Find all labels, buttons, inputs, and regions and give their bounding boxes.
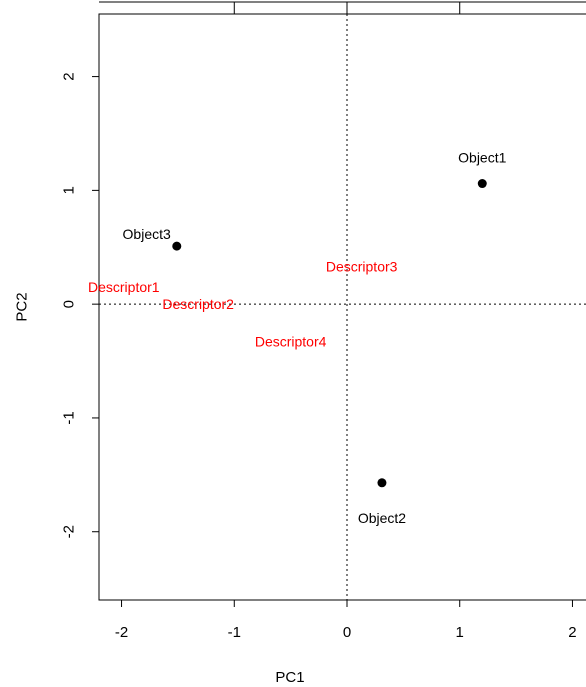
x-tick-label: 1	[456, 624, 464, 641]
x-axis: -2 -1 0 1 2	[115, 599, 577, 641]
object-point	[477, 179, 487, 189]
descriptor-label: Descriptor3	[326, 259, 398, 275]
object-point	[172, 241, 182, 251]
descriptor-label: Descriptor4	[255, 334, 327, 350]
x-tick-label: 0	[343, 624, 351, 641]
y-axis: -2 -1 0 1 2	[61, 72, 100, 538]
y-tick-label: -1	[61, 411, 78, 424]
x-tick-label: 2	[568, 624, 576, 641]
x-axis-title: PC1	[275, 669, 304, 686]
object-point	[377, 478, 387, 488]
top-axis	[99, 1, 586, 14]
x-tick-label: -2	[115, 624, 128, 641]
x-tick-label: -1	[228, 624, 241, 641]
y-axis-title: PC2	[14, 292, 31, 321]
descriptor-label: Descriptor2	[162, 296, 234, 312]
object-label: Object1	[458, 150, 506, 166]
y-tick-label: 0	[61, 300, 78, 308]
object-label: Object2	[358, 510, 406, 526]
y-tick-label: 2	[61, 72, 78, 80]
object-points: Object1 Object2 Object3	[123, 150, 507, 526]
object-label: Object3	[123, 226, 171, 242]
y-tick-label: 1	[61, 186, 78, 194]
descriptor-label: Descriptor1	[88, 279, 160, 295]
y-tick-label: -2	[61, 525, 78, 538]
